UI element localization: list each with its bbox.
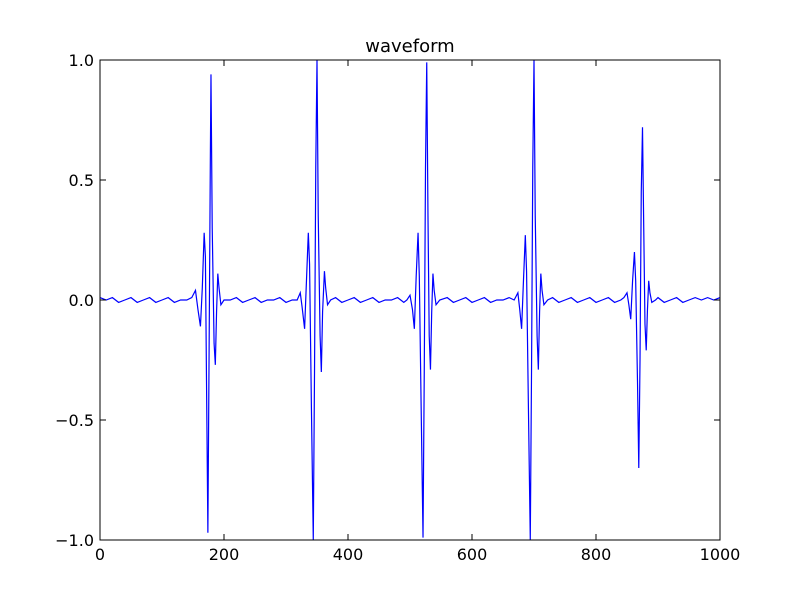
waveform-line [100,60,720,540]
y-tick-label: 0.5 [69,171,94,190]
x-axis: 0 200 400 600 800 1000 [95,60,740,564]
y-tick-label: 0.0 [69,291,94,310]
y-tick-label: −1.0 [55,531,94,550]
y-tick-label: 1.0 [69,51,94,70]
x-tick-label: 200 [209,545,240,564]
plot-area [99,59,721,541]
plot-frame [99,59,721,541]
x-tick-label: 600 [457,545,488,564]
x-tick-label: 400 [333,545,364,564]
x-tick-label: 1000 [700,545,741,564]
y-tick-label: −0.5 [55,411,94,430]
x-tick-label: 0 [95,545,105,564]
y-axis: −1.0 −0.5 0.0 0.5 1.0 [55,51,720,550]
chart-title: waveform [365,36,454,57]
x-tick-label: 800 [581,545,612,564]
